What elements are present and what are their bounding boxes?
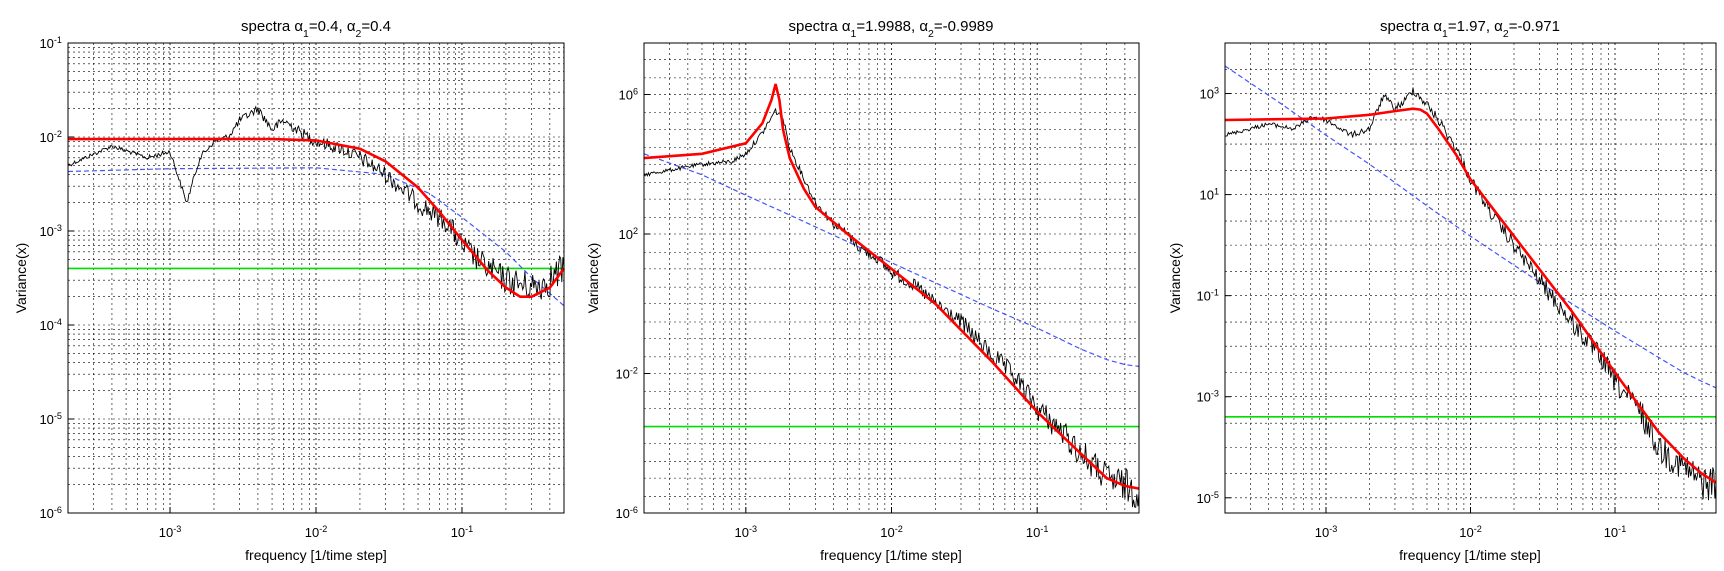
y-tick-label: 106 (618, 87, 638, 103)
reference-spectrum-line (1224, 65, 1717, 389)
x-tick-label: 10-1 (451, 524, 474, 540)
y-tick-label: 10-1 (1196, 288, 1219, 304)
y-tick-label: 103 (1199, 86, 1219, 102)
fitted-spectrum-line (643, 83, 1140, 490)
chart-title: spectra α1=1.9988, α2=-0.9989 (788, 18, 993, 40)
x-axis-label: frequency [1/time step] (820, 547, 962, 563)
grid (68, 43, 564, 513)
y-axis-label: Variance(x) (585, 243, 601, 314)
y-tick-label: 101 (1199, 187, 1219, 203)
y-tick-label: 10-3 (1196, 389, 1219, 405)
x-tick-label: 10-1 (1026, 524, 1049, 540)
x-tick-label: 10-1 (1604, 524, 1627, 540)
grid (644, 43, 1139, 513)
periodogram-line (67, 105, 565, 300)
y-tick-labels: 10-6 10-2 102 106 (615, 87, 650, 521)
fitted-spectrum-line (68, 137, 566, 298)
reference-spectrum-line (643, 153, 1140, 367)
series-layer (1224, 65, 1717, 501)
y-tick-label: 10-6 (39, 505, 62, 521)
x-tick-label: 10-2 (305, 524, 328, 540)
y-tick-label: 10-1 (39, 35, 62, 51)
x-tick-label: 10-2 (1459, 524, 1482, 540)
y-tick-label: 10-5 (1196, 490, 1219, 506)
y-tick-label: 10-2 (615, 366, 638, 382)
y-tick-label: 102 (618, 226, 638, 242)
x-axis-label: frequency [1/time step] (1399, 547, 1541, 563)
series-layer (67, 105, 566, 307)
y-tick-label: 10-3 (39, 223, 62, 239)
y-tick-labels: 10-6 10-5 10-4 10-3 10-2 10-1 (39, 35, 74, 521)
y-axis-label: Variance(x) (13, 243, 29, 314)
chart-title: spectra α1=0.4, α2=0.4 (241, 18, 391, 40)
fitted-spectrum-line (1224, 107, 1717, 484)
x-tick-label: 10-3 (159, 524, 182, 540)
y-tick-labels: 10-5 10-3 10-1 101 103 (1196, 86, 1231, 506)
x-tick-label: 10-3 (735, 524, 758, 540)
series-layer (643, 83, 1140, 508)
chart-title: spectra α1=1.97, α2=-0.971 (1380, 18, 1560, 40)
y-tick-label: 10-5 (39, 411, 62, 427)
x-tick-labels: 10-3 10-2 10-1 (1315, 507, 1627, 540)
x-tick-labels: 10-3 10-2 10-1 (159, 507, 474, 540)
y-tick-label: 10-4 (39, 317, 62, 333)
y-tick-label: 10-6 (615, 505, 638, 521)
x-tick-label: 10-2 (880, 524, 903, 540)
x-tick-labels: 10-3 10-2 10-1 (735, 507, 1049, 540)
x-tick-label: 10-3 (1315, 524, 1338, 540)
periodogram-line (643, 107, 1140, 508)
spectra-panel-3: 10-3 10-2 10-1 10-5 10-3 10-1 101 103 spectra … (1167, 18, 1717, 563)
y-tick-label: 10-2 (39, 129, 62, 145)
spectra-panel-1: 10-3 10-2 10-1 10-6 10-5 10-4 10-3 10-2 10-1 sp… (13, 18, 566, 563)
spectra-panel-2: 10-3 10-2 10-1 10-6 10-2 102 106 spectra α1=1… (585, 18, 1140, 563)
x-axis-label: frequency [1/time step] (245, 547, 387, 563)
grid (1225, 43, 1716, 513)
y-axis-label: Variance(x) (1167, 243, 1183, 314)
